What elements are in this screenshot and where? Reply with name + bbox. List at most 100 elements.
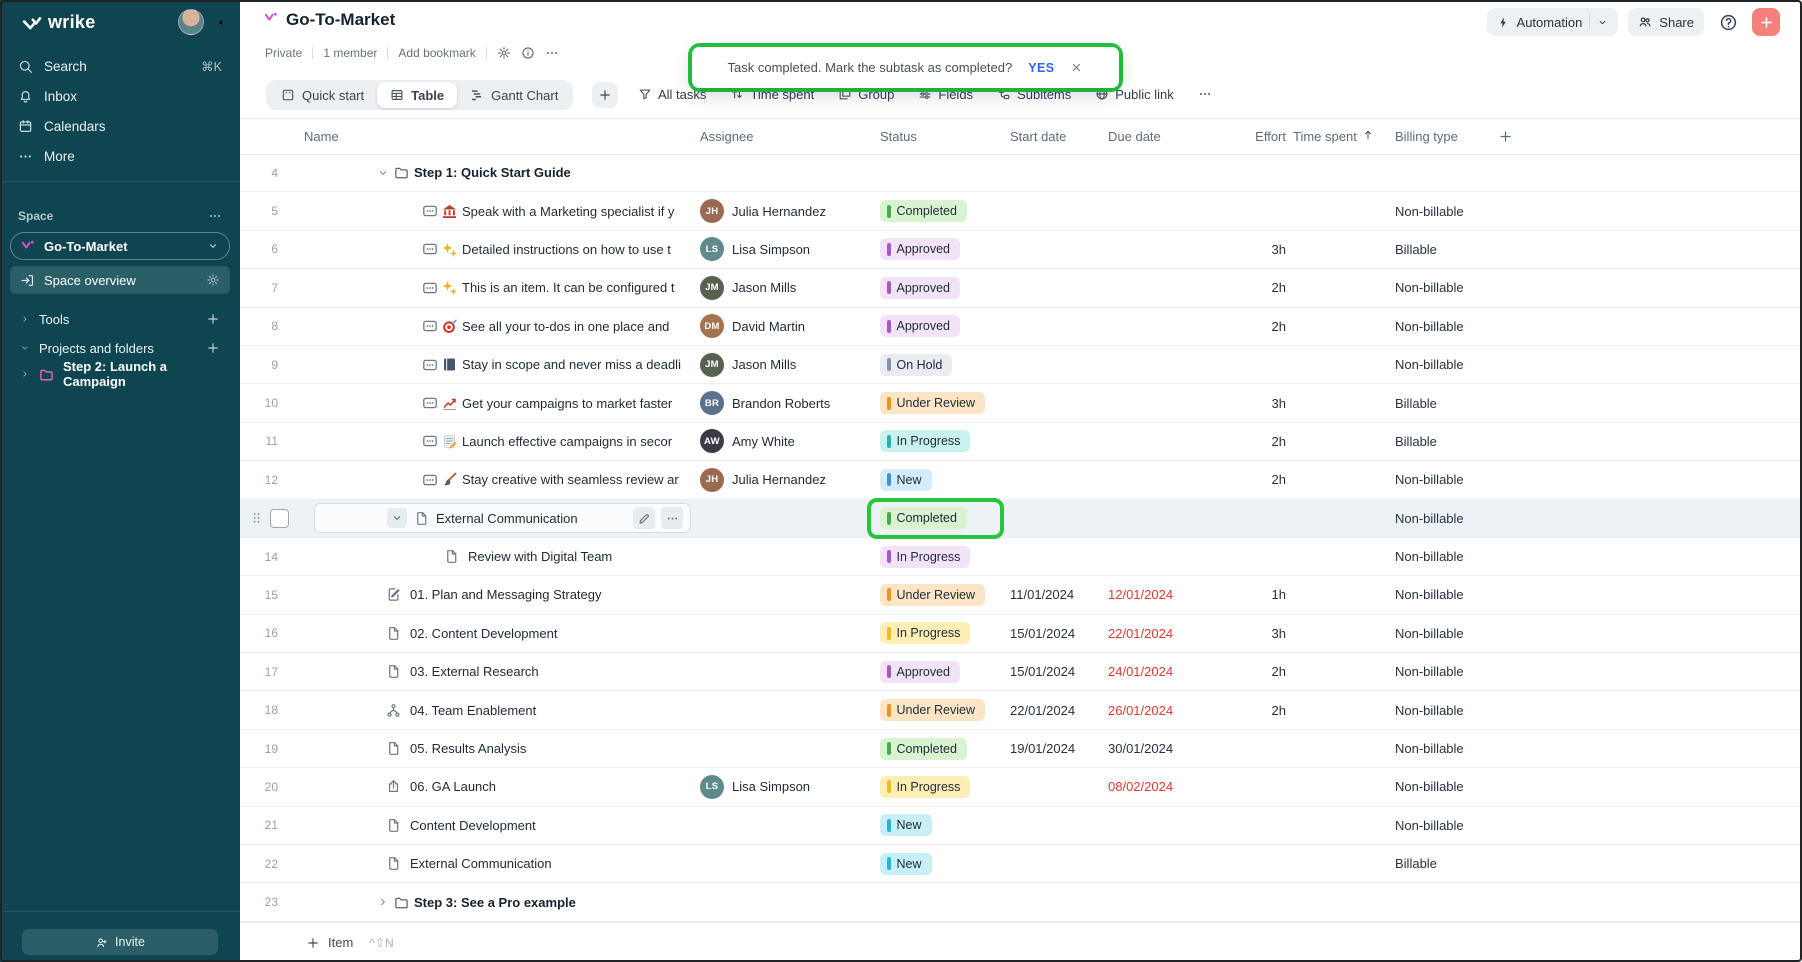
time-spent-cell[interactable] [1286, 538, 1393, 575]
start-date-cell[interactable] [1010, 500, 1108, 537]
due-date-cell[interactable]: 08/02/2024 [1108, 779, 1174, 795]
time-spent-cell[interactable] [1286, 346, 1393, 383]
sidebar-item-tools[interactable]: Tools [10, 305, 230, 333]
table-row[interactable]: 6 Detailed instructions on how to use t LS… [240, 231, 1802, 270]
add-view-button[interactable] [592, 82, 618, 108]
assignee-cell[interactable] [695, 500, 870, 537]
due-date-cell[interactable] [1108, 308, 1240, 345]
table-row[interactable]: 10 Get your campaigns to market faster BR B… [240, 384, 1802, 423]
start-date-cell[interactable] [1010, 192, 1108, 229]
status-cell[interactable]: New [870, 807, 1010, 844]
start-date-cell[interactable]: 22/01/2024 [1010, 702, 1076, 718]
sidebar-item-space-go-to-market[interactable]: Go-To-Market [10, 232, 230, 260]
status-badge[interactable]: New [880, 852, 932, 875]
billing-type-cell[interactable]: Non-billable [1395, 779, 1464, 795]
status-cell[interactable]: In Progress [870, 768, 1010, 805]
effort-cell[interactable]: 2h [1271, 664, 1286, 680]
status-cell[interactable]: Under Review [870, 384, 1010, 421]
more-options-icon[interactable] [545, 46, 559, 60]
effort-cell[interactable]: 2h [1271, 433, 1286, 449]
time-spent-cell[interactable] [1286, 308, 1393, 345]
start-date-cell[interactable]: 19/01/2024 [1010, 741, 1076, 757]
time-spent-cell[interactable] [1286, 807, 1393, 844]
table-row[interactable]: 12 Stay creative with seamless review ar J… [240, 461, 1802, 500]
column-header-status[interactable]: Status [870, 118, 1010, 154]
billing-type-cell[interactable]: Non-billable [1395, 549, 1464, 565]
start-date-cell[interactable] [1010, 269, 1108, 306]
billing-type-cell[interactable]: Non-billable [1395, 318, 1464, 334]
toast-yes-button[interactable]: YES [1028, 60, 1055, 75]
assignee-cell[interactable]: LS Lisa Simpson [695, 768, 870, 805]
billing-type-cell[interactable]: Non-billable [1395, 357, 1464, 373]
assignee-cell[interactable]: JM Jason Mills [695, 346, 870, 383]
start-date-cell[interactable] [1010, 346, 1108, 383]
start-date-cell[interactable] [1010, 807, 1108, 844]
table-row[interactable]: 15 01. Plan and Messaging Strategy Under R… [240, 576, 1802, 615]
status-badge[interactable]: Approved [880, 660, 961, 683]
time-spent-cell[interactable] [1286, 615, 1393, 652]
add-project-icon[interactable] [206, 341, 220, 355]
effort-cell[interactable] [1240, 730, 1286, 767]
time-spent-cell[interactable] [1286, 269, 1393, 306]
collapse-subtasks-button[interactable] [387, 508, 407, 529]
table-row[interactable]: 19 05. Results Analysis Completed 19/01/202… [240, 730, 1802, 769]
time-spent-cell[interactable] [1286, 192, 1393, 229]
column-header-start-date[interactable]: Start date [1010, 118, 1108, 154]
status-cell[interactable] [870, 154, 1010, 191]
table-row[interactable]: 4 Step 1: Quick Start Guide [240, 154, 1802, 193]
edit-pencil-button[interactable] [633, 507, 655, 530]
start-date-cell[interactable] [1010, 461, 1108, 498]
billing-type-cell[interactable]: Non-billable [1395, 203, 1464, 219]
table-row[interactable]: 9 Stay in scope and never miss a deadli JM… [240, 346, 1802, 385]
assignee-cell[interactable] [695, 807, 870, 844]
share-button[interactable]: Share [1628, 8, 1704, 36]
drag-handle-icon[interactable] [250, 511, 263, 525]
table-row[interactable]: 20 06. GA Launch LS Lisa Simpson In Progress… [240, 768, 1802, 807]
billing-type-cell[interactable] [1393, 883, 1498, 920]
effort-cell[interactable] [1240, 845, 1286, 882]
toolbar-more-options[interactable] [1198, 87, 1212, 101]
due-date-cell[interactable] [1108, 423, 1240, 460]
table-row[interactable]: 16 02. Content Development In Progress 15/0… [240, 615, 1802, 654]
status-badge[interactable]: In Progress [880, 622, 971, 645]
info-icon[interactable] [521, 46, 535, 60]
start-date-cell[interactable] [1010, 154, 1108, 191]
status-badge[interactable]: Under Review [880, 583, 986, 606]
start-date-cell[interactable] [1010, 308, 1108, 345]
user-avatar[interactable] [178, 9, 204, 35]
column-header-due-date[interactable]: Due date [1108, 118, 1240, 154]
effort-cell[interactable]: 1h [1271, 587, 1286, 603]
table-row[interactable]: 23 Step 3: See a Pro example [240, 883, 1802, 922]
column-header-billing-type[interactable]: Billing type [1393, 118, 1498, 154]
table-row[interactable]: 8 See all your to-dos in one place and DM D… [240, 308, 1802, 346]
start-date-cell[interactable] [1010, 231, 1108, 268]
status-badge[interactable]: Under Review [880, 699, 986, 722]
effort-cell[interactable] [1240, 538, 1286, 575]
effort-cell[interactable]: 2h [1271, 472, 1286, 488]
sidebar-item-more[interactable]: More [0, 142, 240, 170]
time-spent-cell[interactable] [1286, 653, 1393, 690]
column-header-time-spent[interactable]: Time spent [1286, 118, 1393, 154]
status-cell[interactable]: Approved [870, 653, 1010, 690]
billing-type-cell[interactable]: Non-billable [1395, 472, 1464, 488]
column-header-effort[interactable]: Effort [1240, 118, 1286, 154]
time-spent-cell[interactable] [1286, 883, 1393, 920]
assignee-cell[interactable] [695, 691, 870, 728]
billing-type-cell[interactable]: Non-billable [1395, 625, 1464, 641]
due-date-cell[interactable] [1108, 384, 1240, 421]
tab-quick-start[interactable]: Quick start [268, 82, 377, 108]
time-spent-cell[interactable] [1286, 231, 1393, 268]
table-row[interactable]: 18 04. Team Enablement Under Review 22/01/2… [240, 691, 1802, 730]
billing-type-cell[interactable] [1393, 154, 1498, 191]
table-row[interactable]: 14 Review with Digital Team In Progress Non… [240, 538, 1802, 577]
gear-icon[interactable] [206, 273, 220, 287]
assignee-cell[interactable] [695, 845, 870, 882]
status-cell[interactable]: Approved [870, 308, 1010, 345]
status-badge[interactable]: Completed [880, 200, 967, 223]
assignee-cell[interactable] [695, 576, 870, 613]
due-date-cell[interactable]: 30/01/2024 [1108, 741, 1174, 757]
effort-cell[interactable]: 3h [1271, 395, 1286, 411]
status-cell[interactable]: Under Review [870, 691, 1010, 728]
billing-type-cell[interactable]: Non-billable [1395, 587, 1464, 603]
assignee-cell[interactable]: JM Jason Mills [695, 269, 870, 306]
